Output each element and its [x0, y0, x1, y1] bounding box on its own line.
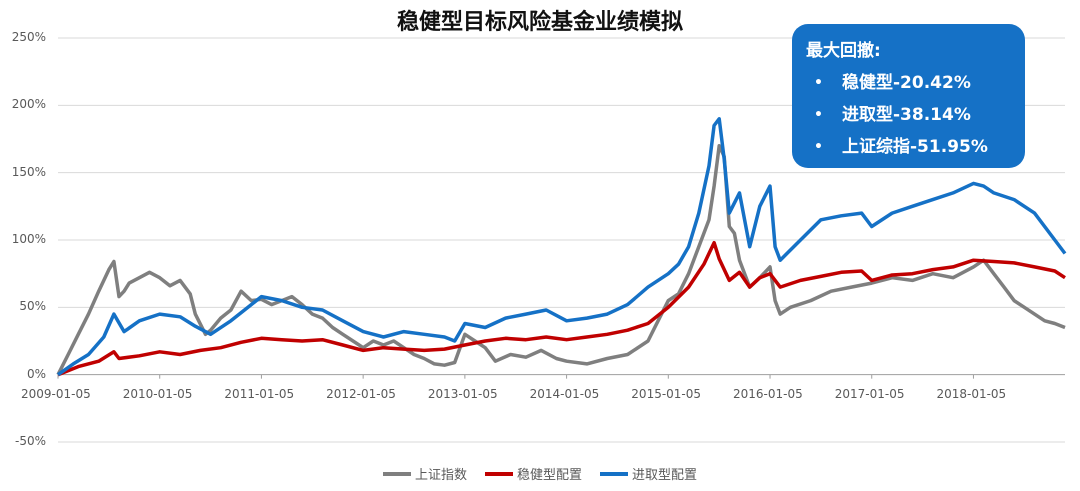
max-drawdown-title: 最大回撤: — [806, 41, 881, 61]
legend-item: 上证指数 — [382, 464, 467, 483]
x-tick-label: 2009-01-05 — [21, 386, 91, 401]
max-drawdown-value: 上证综指-51.95% — [842, 137, 988, 157]
legend-item: 进取型配置 — [600, 464, 697, 483]
bullet-icon: • — [814, 75, 823, 91]
max-drawdown-item: • 稳健型-20.42% — [806, 67, 1011, 99]
legend: 上证指数 稳健型配置 进取型配置 — [0, 464, 1080, 483]
y-tick-label: 100% — [11, 232, 46, 246]
legend-label: 进取型配置 — [632, 468, 698, 483]
x-tick-label: 2012-01-05 — [326, 386, 396, 401]
x-tick-label: 2017-01-05 — [834, 386, 905, 401]
max-drawdown-value: 稳健型-20.42% — [842, 73, 971, 93]
x-tick-label: 2013-01-05 — [427, 386, 498, 401]
series-line — [56, 117, 1067, 377]
legend-item: 稳健型配置 — [484, 464, 582, 483]
chart-title: 稳健型目标风险基金业绩模拟 — [396, 10, 683, 35]
bullet-icon: • — [814, 139, 823, 155]
legend-swatch — [382, 471, 411, 476]
legend-label: 稳健型配置 — [516, 468, 582, 483]
max-drawdown-box: 最大回撤: • 稳健型-20.42% • 进取型-38.14% • 上证综指-5… — [792, 24, 1025, 168]
y-tick-label: 200% — [11, 97, 46, 112]
x-tick-label: 2011-01-05 — [224, 386, 295, 401]
x-tick-label: 2010-01-05 — [122, 386, 193, 401]
x-tick-label: 2015-01-05 — [631, 386, 702, 401]
y-tick-label: 250% — [11, 30, 46, 44]
legend-swatch — [600, 471, 628, 476]
y-tick-label: 50% — [19, 299, 46, 314]
series-line — [57, 240, 1066, 377]
x-tick-label: 2014-01-05 — [529, 386, 600, 401]
max-drawdown-value: 进取型-38.14% — [842, 105, 971, 125]
max-drawdown-item: • 上证综指-51.95% — [806, 131, 1011, 163]
max-drawdown-item: • 进取型-38.14% — [806, 99, 1011, 131]
bullet-icon: • — [814, 107, 823, 123]
y-tick-label: -50% — [14, 434, 46, 448]
legend-label: 上证指数 — [414, 468, 467, 483]
x-tick-label: 2016-01-05 — [733, 386, 803, 401]
y-tick-label: 0% — [26, 366, 46, 381]
series-line — [56, 143, 1066, 376]
legend-swatch — [484, 471, 513, 476]
y-tick-label: 150% — [11, 164, 46, 179]
x-tick-label: 2018-01-05 — [936, 386, 1007, 401]
